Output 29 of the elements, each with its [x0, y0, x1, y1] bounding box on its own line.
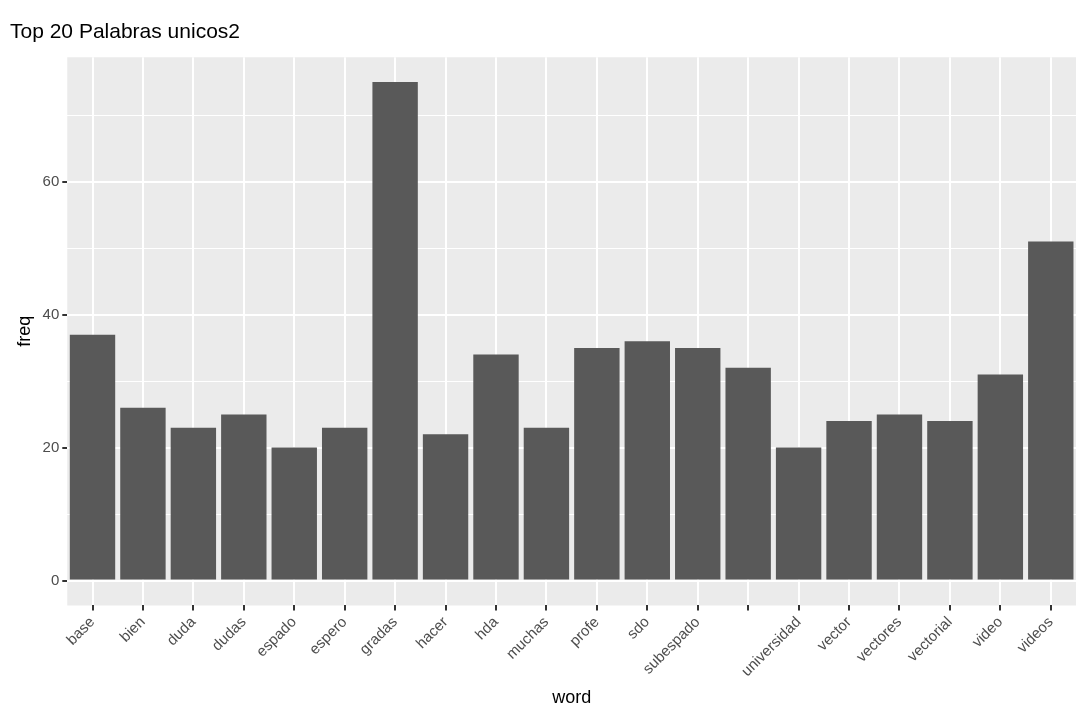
bar: [321, 427, 368, 580]
bar: [120, 407, 166, 580]
y-axis-title: freq: [13, 315, 34, 347]
bar: [170, 427, 217, 580]
bar: [372, 82, 418, 580]
bar: [473, 354, 519, 580]
bar: [422, 434, 469, 580]
bar: [775, 447, 822, 580]
y-tick-label: 0: [50, 570, 60, 588]
bar: [624, 341, 670, 580]
bar: [1028, 241, 1074, 580]
x-axis-title: word: [551, 687, 592, 708]
bar: [876, 414, 923, 580]
y-tick-label: 20: [42, 437, 60, 455]
bar: [221, 414, 267, 580]
chart-title: Top 20 Palabras unicos2: [10, 19, 240, 43]
bar: [69, 334, 116, 580]
bar: [271, 447, 317, 580]
bar: [725, 367, 771, 580]
y-tick-label: 40: [42, 304, 60, 322]
bar: [523, 427, 570, 580]
bar: [826, 421, 872, 580]
bar: [675, 347, 721, 580]
y-tick-label: 60: [42, 171, 60, 189]
x-tick-label: hda: [471, 612, 502, 643]
bar: [927, 421, 973, 580]
bar: [574, 347, 620, 580]
bar: [977, 374, 1024, 580]
x-tick-label: bien: [115, 612, 148, 645]
